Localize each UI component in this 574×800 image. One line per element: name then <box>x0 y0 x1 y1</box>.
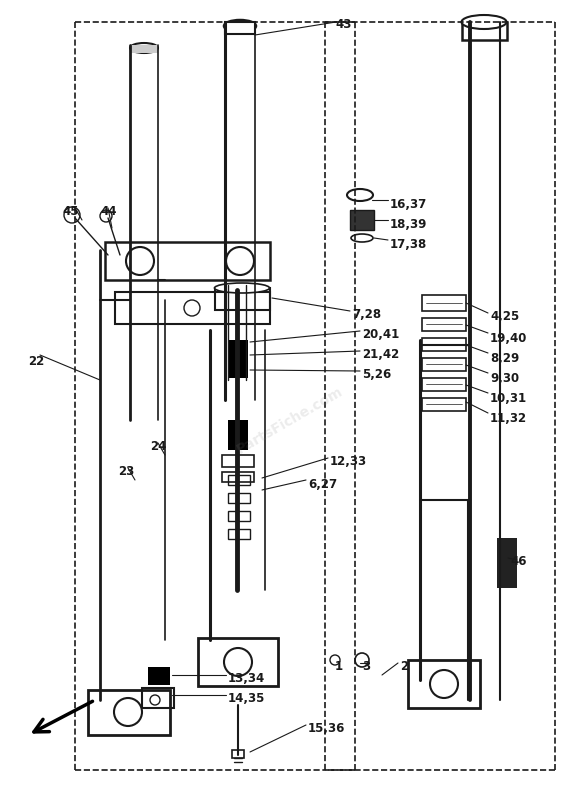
Ellipse shape <box>215 283 270 293</box>
Text: 10,31: 10,31 <box>490 392 527 405</box>
Text: 9,30: 9,30 <box>490 372 519 385</box>
Bar <box>225 22 255 34</box>
Text: 21,42: 21,42 <box>362 348 400 361</box>
Ellipse shape <box>461 15 506 29</box>
Text: 2: 2 <box>400 660 408 673</box>
Bar <box>148 667 170 685</box>
Text: 7,28: 7,28 <box>352 308 381 321</box>
Bar <box>228 511 250 521</box>
Bar <box>350 210 374 230</box>
Bar <box>222 455 254 467</box>
Bar <box>215 288 270 310</box>
Text: 12,33: 12,33 <box>330 455 367 468</box>
Bar <box>422 318 466 331</box>
Bar <box>198 638 278 686</box>
Text: 16,37: 16,37 <box>390 198 427 211</box>
Text: 1: 1 <box>335 660 343 673</box>
Text: 22: 22 <box>28 355 44 368</box>
Bar <box>422 358 466 371</box>
Bar <box>228 529 250 539</box>
Bar <box>88 690 170 735</box>
Text: 3: 3 <box>362 660 370 673</box>
Bar <box>462 22 507 40</box>
Bar <box>422 338 466 351</box>
Text: 44: 44 <box>100 205 117 218</box>
Text: 4,25: 4,25 <box>490 310 519 323</box>
Ellipse shape <box>351 234 373 242</box>
Bar <box>228 493 250 503</box>
Text: 20,41: 20,41 <box>362 328 400 341</box>
Bar <box>222 472 254 482</box>
Text: 13,34: 13,34 <box>228 672 265 685</box>
Text: PartsFiche.com: PartsFiche.com <box>234 384 346 456</box>
Bar <box>497 538 517 588</box>
Text: 18,39: 18,39 <box>390 218 428 231</box>
Ellipse shape <box>224 20 256 32</box>
Bar <box>130 45 158 53</box>
Bar <box>232 750 244 758</box>
Text: 11,32: 11,32 <box>490 412 527 425</box>
Text: 15,36: 15,36 <box>308 722 346 735</box>
Text: 43: 43 <box>335 18 351 31</box>
Bar <box>422 398 466 411</box>
Text: 14,35: 14,35 <box>228 692 265 705</box>
Bar <box>115 292 270 324</box>
Ellipse shape <box>130 43 158 53</box>
Bar <box>228 420 248 450</box>
Text: 46: 46 <box>510 555 526 568</box>
Bar <box>228 475 250 485</box>
Bar <box>422 295 466 311</box>
Text: 6,27: 6,27 <box>308 478 337 491</box>
Bar <box>408 660 480 708</box>
Text: 19,40: 19,40 <box>490 332 528 345</box>
Bar <box>228 340 248 378</box>
Text: 5,26: 5,26 <box>362 368 391 381</box>
Bar <box>142 688 174 708</box>
Bar <box>105 242 270 280</box>
Text: 8,29: 8,29 <box>490 352 519 365</box>
Text: 23: 23 <box>118 465 134 478</box>
Ellipse shape <box>347 189 373 201</box>
Text: 17,38: 17,38 <box>390 238 427 251</box>
Bar <box>350 210 374 230</box>
Bar <box>422 378 466 391</box>
Text: 24: 24 <box>150 440 166 453</box>
Text: 45: 45 <box>62 205 79 218</box>
